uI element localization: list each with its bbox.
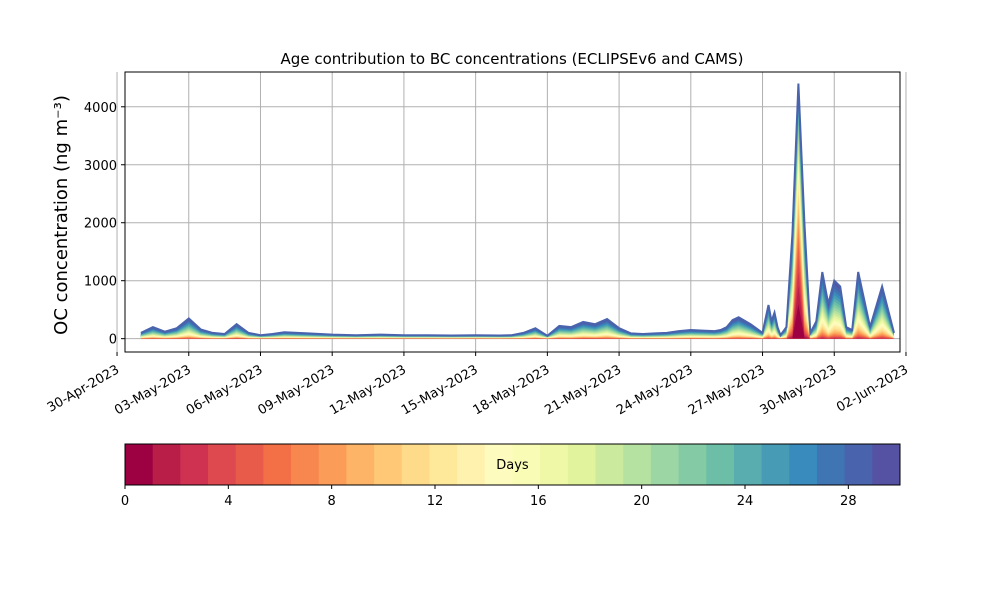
colorbar-segment	[235, 444, 264, 485]
age-band-area-11	[140, 185, 895, 339]
axes-layer: 30-Apr-202303-May-202306-May-202309-May-…	[45, 71, 911, 418]
y-tick-label: 0	[109, 333, 117, 348]
colorbar-tick-label: 8	[328, 494, 336, 509]
x-tick-label: 18-May-2023	[471, 362, 553, 418]
x-tick-label: 02-Jun-2023	[834, 362, 911, 415]
x-tick-label: 21-May-2023	[542, 362, 624, 418]
age-band-areas	[140, 83, 895, 339]
colorbar-segment	[844, 444, 873, 485]
colorbar-segment	[374, 444, 403, 485]
colorbar-tick-label: 12	[427, 494, 444, 509]
x-tick-label: 15-May-2023	[399, 362, 481, 418]
y-tick-label: 4000	[84, 101, 117, 116]
age-band-area-9	[140, 201, 895, 339]
age-band-area-24	[140, 100, 895, 339]
colorbar-segment	[208, 444, 237, 485]
colorbar-segment	[789, 444, 818, 485]
age-band-area-6	[140, 227, 895, 339]
age-band-area-25	[140, 94, 895, 339]
age-band-area-4	[140, 247, 895, 339]
age-band-area-21	[140, 118, 895, 339]
colorbar-segment	[872, 444, 901, 485]
colorbar-segment	[567, 444, 597, 485]
y-tick-label: 3000	[84, 159, 117, 174]
x-tick-label: 24-May-2023	[614, 362, 696, 418]
colorbar-tick-label: 28	[840, 494, 857, 509]
colorbar-segment	[291, 444, 320, 485]
age-band-area-17	[140, 143, 895, 339]
colorbar-segment	[650, 444, 680, 485]
age-band-area-26	[140, 89, 895, 339]
colorbar-frame	[124, 443, 901, 486]
colorbar-tick-label: 16	[530, 494, 547, 509]
colorbar-segment	[429, 444, 458, 485]
x-tick-label: 09-May-2023	[256, 362, 338, 418]
y-axis-label: OC concentration (ng m⁻³)	[51, 95, 72, 335]
age-band-area-12	[140, 177, 895, 339]
colorbar-segment	[180, 444, 209, 485]
age-band-area-13	[140, 170, 895, 339]
colorbar-segment	[401, 444, 430, 485]
x-tick-label: 06-May-2023	[184, 362, 266, 418]
colorbar-segment	[263, 444, 292, 485]
colorbar-segment	[623, 444, 652, 485]
age-band-area-15	[140, 156, 895, 339]
chart-title: Age contribution to BC concentrations (E…	[281, 50, 744, 68]
colorbar-segment	[761, 444, 790, 485]
colorbar-segment	[457, 444, 486, 485]
x-tick-label: 12-May-2023	[327, 362, 409, 418]
age-band-area-19	[140, 130, 895, 339]
colorbar-segment	[540, 444, 569, 485]
total-concentration-line	[140, 83, 895, 338]
y-tick-label: 2000	[84, 217, 117, 232]
colorbar-segment	[318, 444, 347, 485]
colorbar: 0 4 8 12 16 20 24 28 Days	[121, 443, 901, 509]
plot-frame	[124, 71, 901, 353]
age-band-area-5	[140, 237, 895, 339]
x-tick-label: 27-May-2023	[686, 362, 768, 418]
x-tick-label: 03-May-2023	[112, 362, 194, 418]
y-tick-label: 1000	[84, 275, 117, 290]
colorbar-tick-label: 20	[633, 494, 650, 509]
age-band-area-1	[140, 286, 895, 339]
colorbar-segment	[125, 444, 154, 485]
age-band-area-22	[140, 112, 895, 339]
age-band-area-18	[140, 136, 895, 339]
colorbar-tick-label: 0	[121, 494, 129, 509]
age-band-area-10	[140, 193, 895, 339]
colorbar-segment	[512, 444, 541, 485]
age-band-area-16	[140, 149, 895, 339]
age-band-area-20	[140, 124, 895, 339]
x-tick-label: 30-May-2023	[758, 362, 840, 418]
colorbar-tick-label: 24	[737, 494, 754, 509]
colorbar-tick-label: 4	[224, 494, 232, 509]
age-band-area-27	[140, 83, 895, 339]
age-band-area-2	[140, 271, 895, 339]
age-band-area-14	[140, 163, 895, 339]
colorbar-segment	[484, 444, 513, 485]
colorbar-segment	[706, 444, 735, 485]
colorbar-segment	[595, 444, 624, 485]
colorbar-segment	[733, 444, 763, 485]
age-band-area-8	[140, 209, 895, 339]
colorbar-segment	[678, 444, 707, 485]
age-band-area-3	[140, 259, 895, 339]
age-band-area-7	[140, 218, 895, 339]
colorbar-label: Days	[496, 458, 529, 473]
colorbar-segment	[152, 444, 181, 485]
colorbar-segment	[816, 444, 846, 485]
x-tick-label: 30-Apr-2023	[45, 362, 122, 415]
colorbar-segment	[346, 444, 375, 485]
